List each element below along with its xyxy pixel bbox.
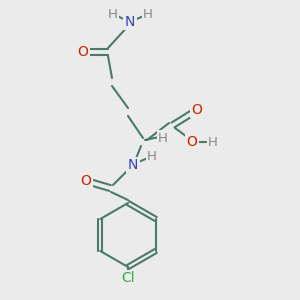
Text: Cl: Cl — [121, 271, 135, 285]
Text: O: O — [192, 103, 203, 117]
Text: N: N — [125, 15, 135, 29]
Text: H: H — [147, 151, 157, 164]
Text: O: O — [81, 174, 92, 188]
Text: O: O — [78, 45, 88, 59]
Text: H: H — [108, 8, 118, 20]
Text: H: H — [158, 131, 168, 145]
Text: N: N — [128, 158, 138, 172]
Text: H: H — [208, 136, 218, 148]
Text: H: H — [143, 8, 153, 20]
Text: O: O — [187, 135, 197, 149]
